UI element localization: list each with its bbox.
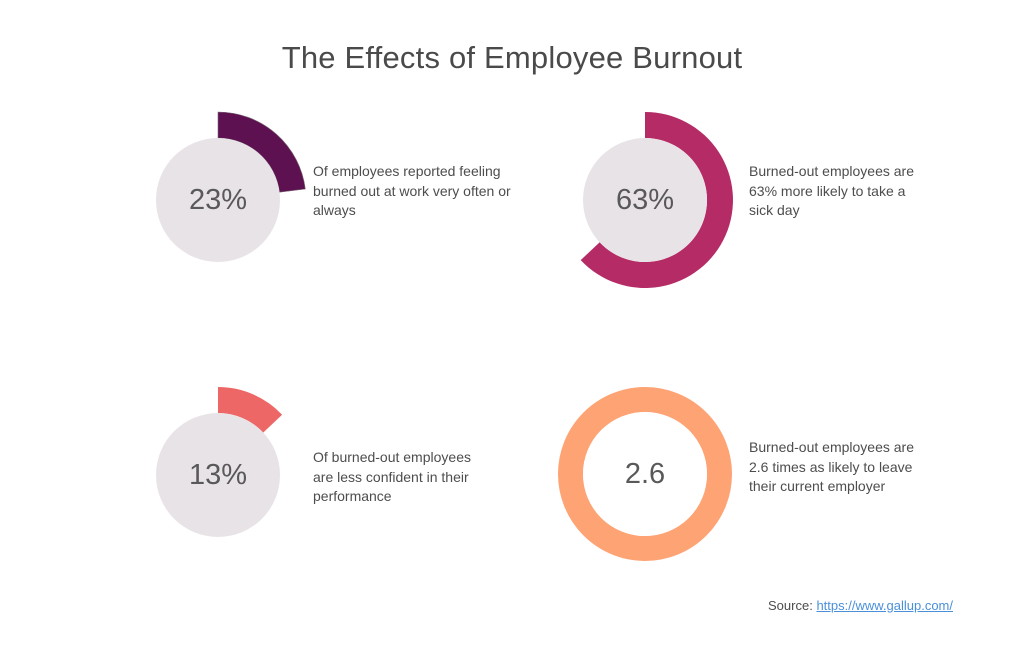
stat-63-percent: 63% [557,112,733,288]
page-title: The Effects of Employee Burnout [281,40,743,75]
arc-segment [218,387,283,433]
source-label: Source: [768,598,813,613]
stat-description: Of employees reported feeling burned out… [313,163,511,218]
source-attribution: Source: https://www.gallup.com/ [768,598,953,613]
stat-23-percent: 23% [130,111,306,288]
stat-value: 23% [188,184,248,216]
arc-segment [580,112,733,288]
stat-description: Burned-out employees are 2.6 times as li… [749,439,914,494]
inner-disc [156,138,280,262]
radial-arc-chart [156,111,306,262]
stat-value: 63% [615,184,675,216]
inner-disc [583,138,707,262]
stat-2-6-times: 2.6 [558,387,732,561]
source-link[interactable]: https://www.gallup.com/ [816,598,953,613]
ring [558,387,732,561]
stat-value: 13% [188,459,248,491]
inner-disc [156,413,280,537]
radial-arc-chart [580,112,733,288]
stat-description: Burned-out employees are 63% more likely… [749,163,914,218]
ring-chart [558,387,732,561]
stat-value: 2.6 [624,458,666,490]
inner-disc [583,412,707,536]
stat-13-percent: 13% [130,387,306,563]
stat-description: Of burned-out employees are less confide… [313,449,471,504]
radial-arc-chart [156,387,283,537]
